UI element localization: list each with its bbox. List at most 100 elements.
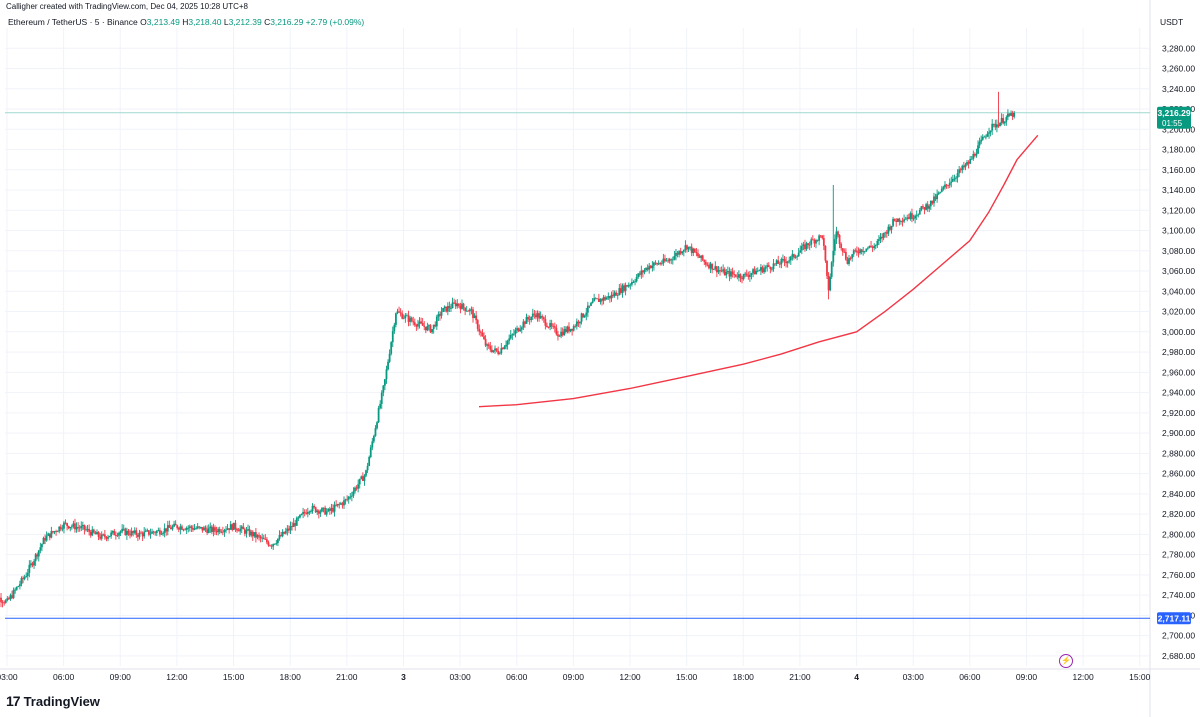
candle-body xyxy=(596,298,599,300)
candle-body xyxy=(689,246,692,248)
candle-body xyxy=(830,262,833,277)
y-tick-label: 3,120.00 xyxy=(1162,205,1195,215)
candle-body xyxy=(907,217,910,219)
candle-body xyxy=(637,273,640,278)
currency-label[interactable]: USDT xyxy=(1160,17,1184,27)
candle-body xyxy=(991,123,994,131)
candle-body xyxy=(645,267,647,271)
candle-body xyxy=(23,577,26,579)
candle-body xyxy=(791,254,794,257)
candle-body xyxy=(648,265,651,270)
symbol-legend[interactable]: Ethereum / TetherUS · 5 · Binance O3,213… xyxy=(8,17,364,27)
candle-body xyxy=(254,532,257,538)
candle-body xyxy=(544,319,547,326)
y-tick-label: 2,920.00 xyxy=(1162,408,1195,418)
lightning-icon[interactable]: ⚡ xyxy=(1059,654,1073,668)
candle-body xyxy=(355,487,358,489)
candle-body xyxy=(936,194,939,200)
candle-body xyxy=(346,499,349,501)
candle-body xyxy=(207,528,210,533)
candle-body xyxy=(673,255,676,260)
candle-body xyxy=(344,499,347,501)
candle-body xyxy=(209,526,212,529)
candle-body xyxy=(245,529,248,534)
candle-body xyxy=(703,260,706,262)
candle-body xyxy=(6,598,9,601)
candle-body xyxy=(955,177,957,179)
candle-body xyxy=(12,589,15,598)
tradingview-name: TradingView xyxy=(23,693,100,709)
candle-body xyxy=(281,531,284,537)
candle-body xyxy=(299,514,301,518)
candle-body xyxy=(429,325,432,333)
candle-body xyxy=(44,538,46,541)
candle-body xyxy=(624,285,627,291)
candle-body xyxy=(564,329,567,332)
candle-body xyxy=(549,323,551,328)
candle-body xyxy=(833,239,836,251)
symbol-title[interactable]: Ethereum / TetherUS · 5 · Binance xyxy=(8,17,138,27)
candle-body xyxy=(262,537,265,540)
candle-body xyxy=(269,545,271,547)
candle-body xyxy=(621,285,624,293)
candle-body xyxy=(144,530,147,532)
candle-body xyxy=(111,530,114,533)
candle-body xyxy=(821,235,824,239)
candle-body xyxy=(568,326,570,332)
candle-body xyxy=(454,302,457,307)
candle-body xyxy=(953,178,956,180)
candle-body xyxy=(248,529,251,536)
candle-body xyxy=(868,245,871,248)
candle-body xyxy=(959,169,962,171)
candle-body xyxy=(580,313,583,322)
candle-body xyxy=(406,315,408,317)
candle-body xyxy=(533,313,536,315)
candle-body xyxy=(434,324,437,327)
x-tick-label: 03:00 xyxy=(449,672,471,682)
candle-body xyxy=(3,602,6,604)
candle-body xyxy=(961,165,964,171)
candle-body xyxy=(826,260,828,276)
candle-body xyxy=(478,328,481,332)
chart-credit: Calligher created with TradingView.com, … xyxy=(6,2,248,11)
candle-body xyxy=(445,306,448,312)
candle-body xyxy=(629,284,632,286)
candle-body xyxy=(67,525,70,529)
candle-body xyxy=(30,563,32,565)
candle-body xyxy=(940,188,943,192)
candle-body xyxy=(464,307,467,311)
candle-body xyxy=(719,270,721,271)
candle-body xyxy=(240,526,243,529)
candle-body xyxy=(306,511,309,514)
candle-body xyxy=(896,218,899,222)
candle-body xyxy=(0,597,2,603)
candle-body xyxy=(289,526,292,531)
candle-body xyxy=(678,251,681,255)
candle-body xyxy=(479,331,482,333)
candle-body xyxy=(884,232,887,234)
candle-body xyxy=(708,265,710,269)
candle-body xyxy=(582,313,585,318)
candle-body xyxy=(769,266,772,269)
candle-body xyxy=(989,130,992,133)
candle-body xyxy=(854,250,857,252)
candle-body xyxy=(72,523,75,527)
support-price-tag: 2,717.11 xyxy=(1157,612,1191,625)
candle-body xyxy=(97,532,100,537)
candle-body xyxy=(314,507,317,513)
candle-body xyxy=(196,526,199,529)
x-tick-label: 09:00 xyxy=(1016,672,1038,682)
candle-body xyxy=(204,527,207,530)
candle-body xyxy=(665,260,668,262)
candle-body xyxy=(4,600,7,603)
candle-body xyxy=(226,528,229,530)
candle-body xyxy=(179,526,182,530)
candle-body xyxy=(951,178,954,182)
candle-body xyxy=(357,484,360,489)
candle-body xyxy=(122,528,125,530)
candle-body xyxy=(352,491,355,496)
candle-body xyxy=(602,297,605,301)
candle-body xyxy=(807,243,810,246)
candle-body xyxy=(162,532,164,534)
